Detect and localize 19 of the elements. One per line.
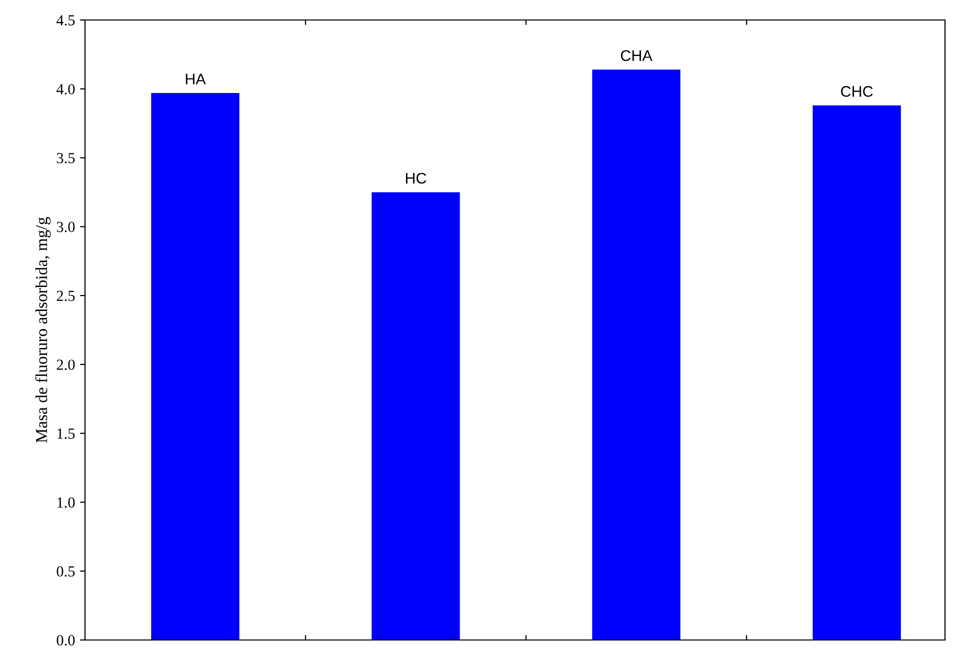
y-tick-label: 3.5 bbox=[56, 152, 75, 164]
y-tick-label: 0.0 bbox=[56, 635, 75, 646]
y-tick-label: 1.0 bbox=[58, 497, 75, 508]
x-tick-label: CHC bbox=[841, 86, 873, 97]
y-tick-label: 2.5 bbox=[56, 290, 75, 302]
x-tick-label: HC bbox=[406, 172, 426, 184]
y-tick-label: 0.5 bbox=[56, 566, 75, 577]
x-tick-label: CHA bbox=[620, 50, 652, 62]
bar bbox=[372, 192, 460, 640]
bar bbox=[812, 105, 901, 640]
y-tick-label: 4.0 bbox=[56, 84, 75, 94]
x-tick-label: HA bbox=[186, 74, 206, 84]
y-tick-label: 1.5 bbox=[58, 428, 75, 439]
bar bbox=[592, 70, 680, 640]
y-tick-label: 2.0 bbox=[56, 360, 75, 370]
y-tick-label: 3.0 bbox=[56, 222, 75, 232]
bar bbox=[151, 93, 240, 640]
y-axis-title: Masa de fluoruro adsorbida, mg/g bbox=[35, 217, 51, 443]
y-tick-label: 4.5 bbox=[56, 15, 75, 26]
